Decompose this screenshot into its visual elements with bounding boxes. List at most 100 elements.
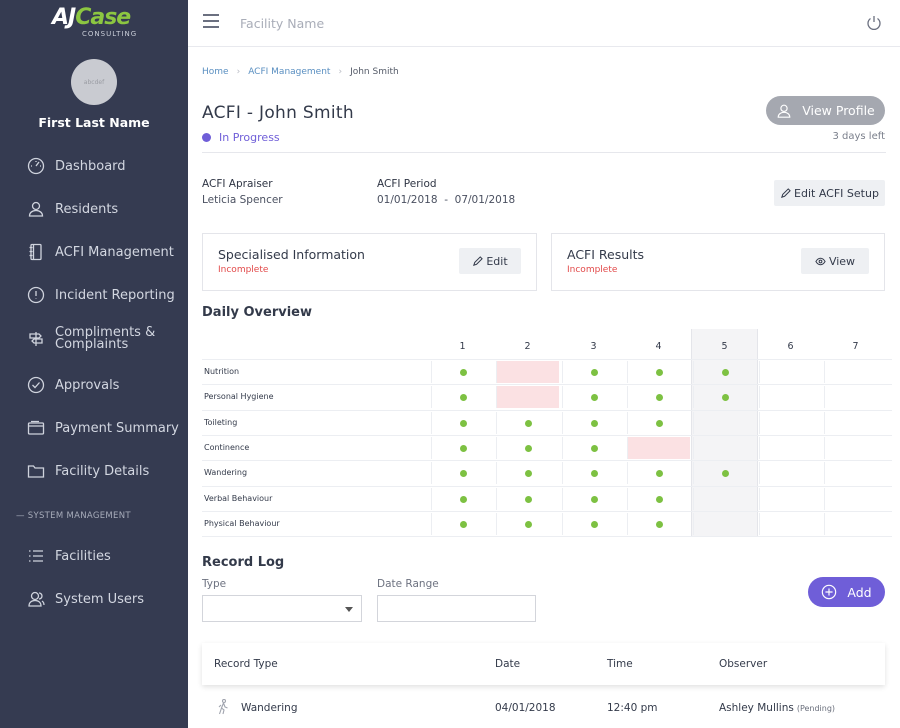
grid-cell[interactable] [496, 361, 559, 383]
view-profile-button[interactable]: View Profile [766, 96, 885, 125]
sidebar-item-residents[interactable]: Residents [27, 200, 187, 218]
users-icon [28, 591, 45, 607]
complete-dot-icon [460, 369, 467, 376]
grid-cell[interactable] [693, 386, 756, 409]
date-range-input[interactable] [377, 595, 536, 622]
avatar[interactable]: abcdef [71, 59, 117, 105]
grid-cell[interactable] [759, 411, 822, 434]
grid-cell[interactable] [562, 462, 625, 485]
grid-cell[interactable] [759, 462, 822, 485]
grid-cell[interactable] [496, 411, 559, 434]
page-title: ACFI - John Smith [202, 103, 354, 123]
column-header-observer[interactable]: Observer [719, 658, 768, 670]
column-header-record-type[interactable]: Record Type [214, 658, 278, 670]
user-name[interactable]: First Last Name [38, 115, 150, 130]
grid-cell[interactable] [759, 436, 822, 459]
grid-cell[interactable] [431, 386, 494, 409]
edit-button[interactable]: Edit [459, 248, 521, 274]
grid-cell[interactable] [496, 462, 559, 485]
grid-cell[interactable] [824, 487, 887, 510]
column-header-date[interactable]: Date [495, 658, 521, 670]
grid-cell[interactable] [496, 512, 559, 535]
period-label: ACFI Period [377, 178, 437, 190]
sidebar-item-incident-reporting[interactable]: Incident Reporting [27, 286, 187, 304]
grid-cell[interactable] [627, 512, 690, 535]
grid-cell[interactable] [824, 386, 887, 409]
status-text: In Progress [219, 131, 280, 144]
grid-cell[interactable] [496, 487, 559, 510]
day-header: 4 [655, 341, 662, 352]
grid-cell[interactable] [627, 462, 690, 485]
edit-acfi-setup-button[interactable]: Edit ACFI Setup [774, 180, 885, 206]
view-button[interactable]: View [801, 248, 869, 274]
eye-icon [815, 257, 826, 265]
sidebar-item-system-users[interactable]: System Users [27, 590, 187, 608]
grid-cell[interactable] [824, 411, 887, 434]
menu-icon[interactable] [203, 14, 219, 28]
date-range-label: Date Range [377, 578, 439, 590]
grid-cell[interactable] [431, 512, 494, 535]
grid-cell[interactable] [693, 411, 756, 434]
sidebar-item-compliments-complaints[interactable]: Compliments & Complaints [27, 326, 187, 351]
grid-cell[interactable] [693, 512, 756, 535]
grid-cell[interactable] [496, 386, 559, 409]
check-circle-icon [27, 376, 45, 394]
complete-dot-icon [722, 394, 729, 402]
grid-cell[interactable] [759, 487, 822, 510]
pencil-icon [781, 187, 791, 198]
grid-cell[interactable] [431, 487, 494, 510]
grid-cell[interactable] [562, 487, 625, 510]
sidebar-item-facilities[interactable]: Facilities [27, 547, 187, 565]
grid-cell[interactable] [693, 436, 756, 459]
card-title: ACFI Results [567, 247, 645, 262]
complete-dot-icon [525, 495, 532, 503]
grid-cell[interactable] [824, 462, 887, 485]
column-header-time[interactable]: Time [607, 658, 633, 670]
grid-cell[interactable] [824, 512, 887, 535]
grid-row-label: Personal Hygiene [204, 392, 274, 402]
grid-cell[interactable] [759, 361, 822, 383]
table-row[interactable]: Wandering 04/01/2018 12:40 pm Ashley Mul… [202, 692, 885, 722]
breadcrumb-acfi-management[interactable]: ACFI Management [248, 67, 331, 77]
add-record-button[interactable]: Add [808, 577, 885, 607]
grid-cell[interactable] [431, 436, 494, 459]
breadcrumb-home[interactable]: Home [202, 67, 229, 77]
user-icon [777, 104, 791, 118]
sidebar-item-payment-summary[interactable]: Payment Summary [27, 419, 187, 437]
grid-cell[interactable] [693, 462, 756, 485]
grid-row-label: Nutrition [204, 367, 240, 376]
grid-cell[interactable] [431, 361, 494, 383]
sidebar-item-dashboard[interactable]: Dashboard [27, 157, 187, 175]
grid-cell[interactable] [759, 386, 822, 409]
grid-cell[interactable] [693, 361, 756, 383]
grid-cell[interactable] [627, 411, 690, 434]
grid-row-divider [202, 536, 892, 538]
grid-cell[interactable] [627, 487, 690, 510]
type-select[interactable] [202, 595, 362, 622]
breadcrumb-current: John Smith [350, 67, 399, 77]
facility-name-selector[interactable]: Facility Name [240, 16, 325, 31]
grid-cell[interactable] [759, 512, 822, 535]
brand-logo[interactable]: AJCase CONSULTING [52, 6, 136, 40]
grid-cell[interactable] [562, 436, 625, 459]
grid-cell[interactable] [562, 361, 625, 383]
sidebar-item-facility-details[interactable]: Facility Details [27, 462, 187, 480]
grid-cell[interactable] [627, 386, 690, 409]
grid-cell[interactable] [496, 436, 559, 459]
grid-row-label: Verbal Behaviour [204, 493, 273, 503]
days-left: 3 days left [832, 131, 885, 142]
grid-cell[interactable] [824, 361, 887, 383]
grid-cell[interactable] [562, 512, 625, 535]
grid-row-divider [202, 359, 892, 360]
grid-cell[interactable] [627, 436, 690, 459]
grid-cell[interactable] [562, 386, 625, 409]
grid-cell[interactable] [431, 462, 494, 485]
grid-cell[interactable] [693, 487, 756, 510]
grid-cell[interactable] [562, 411, 625, 434]
grid-cell[interactable] [431, 411, 494, 434]
power-icon[interactable] [865, 14, 883, 32]
sidebar-item-approvals[interactable]: Approvals [27, 376, 187, 394]
grid-cell[interactable] [627, 361, 690, 383]
sidebar-item-acfi-management[interactable]: ACFI Management [27, 243, 187, 261]
grid-cell[interactable] [824, 436, 887, 459]
